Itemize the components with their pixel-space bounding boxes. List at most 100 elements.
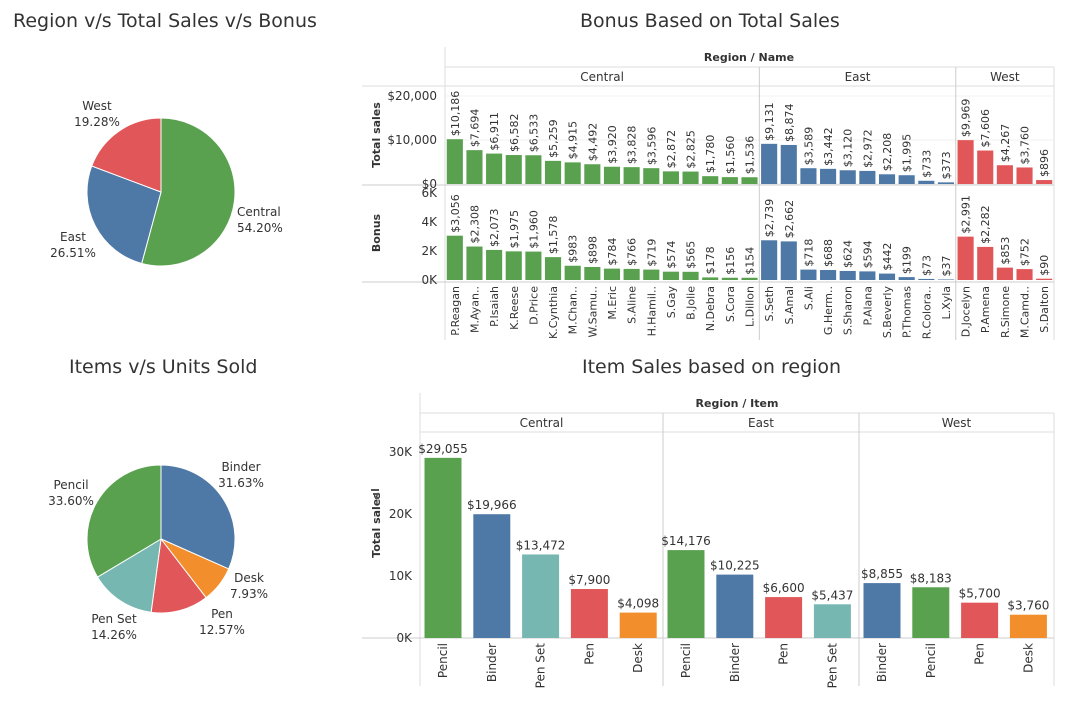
item-name-central-pencil: Pencil bbox=[436, 643, 450, 678]
bonus-label-m-ayan: $2,308 bbox=[468, 205, 481, 244]
sales-bar-d-jocelyn bbox=[957, 140, 974, 184]
sort-icon bbox=[371, 489, 379, 491]
sales-label-n-debra: $1,780 bbox=[704, 135, 717, 174]
bonus-region-central: Central bbox=[580, 70, 624, 84]
pie-pct-west: 19.28% bbox=[74, 115, 120, 129]
item-bar-central-binder bbox=[473, 514, 511, 638]
item-bar-east-binder bbox=[716, 574, 754, 638]
sales-label-s-amal: $8,874 bbox=[783, 103, 796, 142]
item-name-west-desk: Desk bbox=[1021, 643, 1035, 673]
sort-icon-line bbox=[373, 493, 379, 495]
items-tick: 30K bbox=[389, 445, 413, 459]
bonus-region-west: West bbox=[990, 70, 1020, 84]
name-label-n-debra: N.Debra bbox=[704, 286, 717, 331]
items-tick: 0K bbox=[396, 631, 413, 645]
sales-bar-m-eric bbox=[603, 166, 621, 184]
bonus-bar-chart: Region / Name Total sales Bonus $0 $10,000 $2… bbox=[362, 47, 1055, 340]
sales-label-d-jocelyn: $9,969 bbox=[960, 99, 973, 138]
name-label-w-samu: W.Samu.. bbox=[586, 286, 599, 338]
name-label-h-hamil: H.Hamil.. bbox=[645, 286, 658, 336]
item-bar-west-desk bbox=[1009, 614, 1047, 638]
pie-label-central: Central bbox=[237, 205, 281, 219]
sales-label-w-samu: $4,492 bbox=[586, 123, 599, 162]
bonus-bar-s-gay bbox=[662, 271, 679, 280]
name-label-m-camd: M.Camd.. bbox=[1019, 286, 1032, 338]
sales-label-g-herm: $3,442 bbox=[822, 127, 835, 166]
item-value-west-pen: $5,700 bbox=[959, 587, 1001, 601]
bonus-label-k-reese: $1,975 bbox=[508, 210, 521, 249]
items-region-central: Central bbox=[520, 416, 564, 430]
name-label-l-xyla: L.Xyla bbox=[940, 286, 953, 319]
pie-label-binder: Binder bbox=[221, 460, 260, 474]
items-ylabel: Total sales bbox=[370, 492, 383, 558]
sales-label-r-colora: $733 bbox=[920, 150, 933, 178]
item-value-east-binder: $10,225 bbox=[710, 559, 760, 573]
bonus-bar-m-eric bbox=[603, 268, 621, 280]
name-label-s-beverly: S.Beverly bbox=[881, 286, 894, 339]
bonus-bar-p-alana bbox=[859, 271, 876, 280]
sales-label-p-alana: $2,972 bbox=[861, 129, 874, 168]
bonus-bar-l-xyla bbox=[937, 279, 955, 280]
name-label-r-colora: R.Colora.. bbox=[920, 286, 933, 339]
sales-label-s-sharon: $3,120 bbox=[842, 129, 855, 168]
item-value-west-binder: $8,855 bbox=[861, 567, 903, 581]
item-bar-central-pen bbox=[570, 589, 608, 638]
bonus-chart-title: Bonus Based on Total Sales bbox=[580, 10, 840, 32]
bonus-bar-k-cynthia bbox=[544, 257, 562, 280]
item-name-east-pen-set: Pen Set bbox=[825, 643, 839, 689]
items-pie-chart: Binder 31.63% Desk 7.93% Pen 12.57% Pen Set 14.… bbox=[48, 460, 268, 642]
name-label-k-reese: K.Reese bbox=[508, 286, 521, 330]
bonus-label-h-hamil: $719 bbox=[645, 239, 658, 267]
item-name-central-binder: Binder bbox=[485, 643, 499, 682]
items-header: Region / Item bbox=[696, 397, 779, 410]
item-bar-central-pen-set bbox=[522, 554, 560, 638]
pie-pct-pen: 12.57% bbox=[199, 623, 245, 637]
pie-label-pencil: Pencil bbox=[53, 478, 88, 492]
bonus-bottom-tick: 2K bbox=[421, 244, 438, 258]
sales-label-m-chan: $4,915 bbox=[567, 121, 580, 160]
item-bar-east-pencil bbox=[667, 550, 705, 638]
name-label-k-cynthia: K.Cynthia bbox=[547, 286, 560, 339]
pie-pct-pen-set: 14.26% bbox=[91, 628, 137, 642]
bonus-bar-s-seth bbox=[761, 240, 778, 280]
bonus-label-d-price: $1,960 bbox=[527, 210, 540, 249]
bonus-bar-r-colora bbox=[918, 278, 935, 280]
bonus-bottom-tick: 4K bbox=[421, 215, 438, 229]
bonus-label-n-debra: $178 bbox=[704, 246, 717, 274]
sort-icon-line bbox=[375, 497, 379, 499]
bonus-top-tick: $20,000 bbox=[387, 89, 437, 103]
sales-label-k-reese: $6,582 bbox=[508, 114, 521, 153]
bonus-bar-m-camd bbox=[1016, 269, 1033, 280]
bonus-label-s-gay: $574 bbox=[665, 241, 678, 269]
pie-label-pen-set: Pen Set bbox=[91, 612, 137, 626]
pie-slice-pen-set bbox=[96, 538, 162, 613]
item-name-east-pen: Pen bbox=[777, 643, 791, 665]
sales-label-m-ayan: $7,694 bbox=[468, 109, 481, 148]
bonus-label-s-sharon: $624 bbox=[842, 240, 855, 268]
sales-bar-s-seth bbox=[761, 143, 778, 184]
name-label-s-amal: S.Amal bbox=[783, 286, 796, 325]
name-label-s-ali: S.Ali bbox=[802, 286, 815, 310]
bonus-bar-g-herm bbox=[820, 270, 837, 280]
bonus-ylabel-top: Total sales bbox=[370, 102, 383, 168]
bonus-bar-p-thomas bbox=[898, 277, 915, 280]
name-label-s-cora: S.Cora bbox=[724, 286, 737, 322]
bonus-label-m-eric: $784 bbox=[606, 238, 619, 266]
name-label-p-alana: P.Alana bbox=[861, 286, 874, 325]
sales-label-k-cynthia: $5,259 bbox=[547, 119, 560, 158]
bonus-label-w-samu: $898 bbox=[586, 236, 599, 264]
pie2-title: Items v/s Units Sold bbox=[69, 356, 258, 378]
bonus-label-d-jocelyn: $2,991 bbox=[960, 195, 973, 234]
bonus-label-s-aline: $766 bbox=[626, 238, 639, 266]
pie-slice-binder bbox=[160, 464, 236, 570]
sales-label-r-simone: $4,267 bbox=[999, 124, 1012, 163]
name-label-p-amena: P.Amena bbox=[979, 286, 992, 333]
name-label-p-reagan: P.Reagan bbox=[449, 286, 462, 336]
name-label-r-simone: R.Simone bbox=[999, 286, 1012, 338]
sales-bar-m-ayan bbox=[466, 150, 483, 184]
bonus-bar-p-amena bbox=[977, 246, 994, 280]
sales-bar-l-dillon bbox=[741, 177, 758, 184]
item-name-east-binder: Binder bbox=[728, 643, 742, 682]
bonus-top-tick: $0 bbox=[422, 177, 437, 191]
